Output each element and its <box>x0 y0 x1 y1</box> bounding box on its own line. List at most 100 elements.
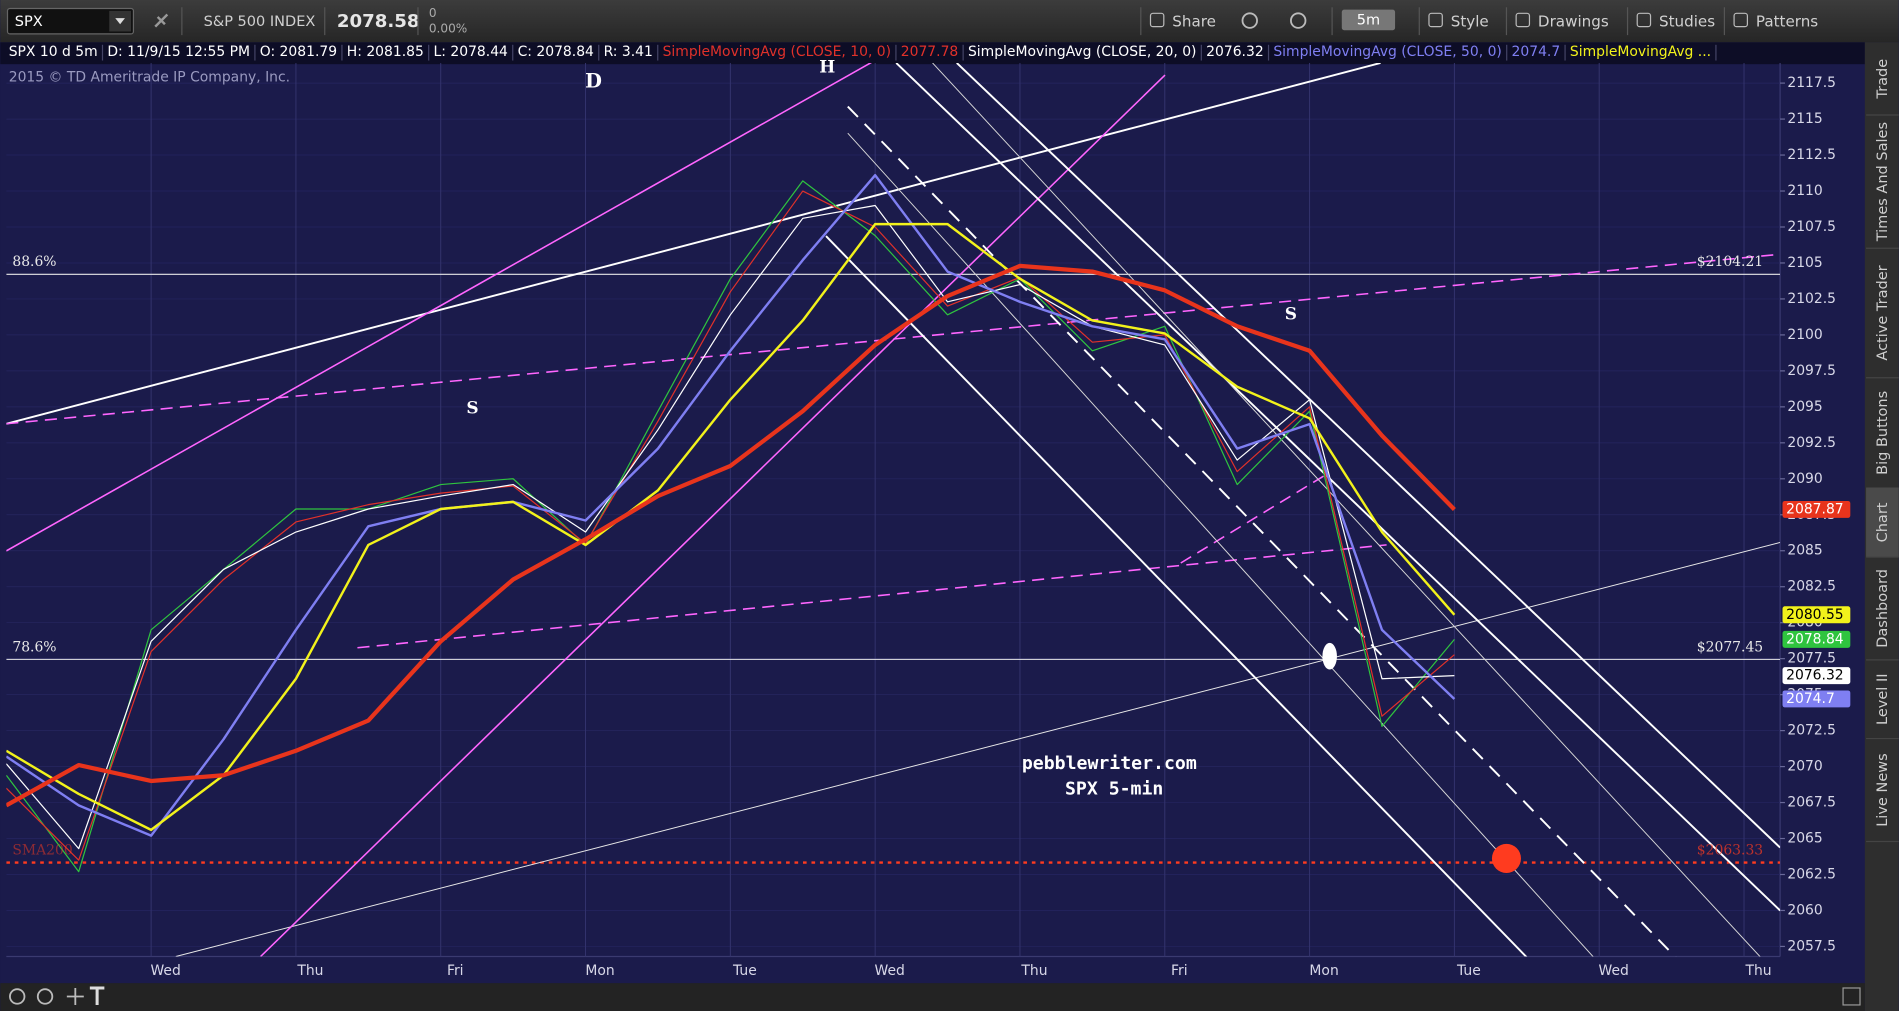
pct-change: 0.00% <box>429 22 467 36</box>
series-line <box>6 204 1455 850</box>
x-tick-label: Tue <box>1456 963 1481 979</box>
trendline <box>175 541 1781 957</box>
y-tick-label: 2077.5 <box>1787 651 1836 667</box>
y-tick-label: 2060 <box>1787 902 1822 918</box>
y-tick-label: 2107.5 <box>1787 219 1836 235</box>
sidebar-tab[interactable]: Big Buttons <box>1875 391 1891 475</box>
legend-entry: SimpleMovingAvg ... <box>1570 44 1711 60</box>
toolbar-button[interactable]: Studies <box>1659 12 1715 30</box>
toolbar-icon[interactable] <box>1515 12 1531 28</box>
crosshair-icon[interactable] <box>66 987 84 1005</box>
tab-active <box>1866 487 1899 557</box>
price-badge-label: 2074.7 <box>1786 691 1835 707</box>
y-tick-label: 2072.5 <box>1787 723 1836 739</box>
annotation: S <box>1285 303 1297 323</box>
toolbar-button[interactable]: Share <box>1172 12 1216 30</box>
sidebar-tab[interactable]: Chart <box>1875 502 1891 542</box>
x-tick-label: Thu <box>1020 963 1047 979</box>
symbol-text: SPX <box>15 14 43 30</box>
level-value-label: $2063.33 <box>1697 842 1763 858</box>
y-tick-label: 2097.5 <box>1787 363 1836 379</box>
level-value-label: $2077.45 <box>1697 639 1763 655</box>
description: S&P 500 INDEX <box>204 14 316 30</box>
y-tick-label: 2100 <box>1787 327 1822 343</box>
sidebar-tab[interactable]: Times And Sales <box>1875 122 1891 242</box>
target-marker <box>1491 843 1521 873</box>
chart-background <box>0 42 1865 984</box>
x-tick-label: Mon <box>1309 963 1338 979</box>
zoom-out-icon[interactable] <box>9 988 26 1005</box>
x-tick-label: Wed <box>150 963 180 979</box>
price-badge <box>1782 500 1851 518</box>
price-badge <box>1782 606 1851 624</box>
text-tool-icon[interactable] <box>89 986 105 1005</box>
channel-line <box>932 62 1761 957</box>
y-tick-label: 2112.5 <box>1787 147 1836 163</box>
annotation: S <box>466 398 478 418</box>
x-tick-label: Tue <box>732 963 757 979</box>
y-tick-label: 2115 <box>1787 111 1822 127</box>
trendline <box>6 253 1781 425</box>
toolbar-icon[interactable] <box>1733 12 1749 28</box>
symbol-input[interactable] <box>6 7 135 35</box>
price-badge-label: 2076.32 <box>1786 668 1844 684</box>
level-label: SMA200 <box>12 842 72 858</box>
zoom-in-icon[interactable] <box>36 988 54 1005</box>
trendline <box>6 62 873 552</box>
last-price: 2078.58 <box>337 11 420 32</box>
settings-icon[interactable] <box>1842 987 1861 1006</box>
annotation: D <box>585 69 602 92</box>
marker-oval <box>1322 642 1337 670</box>
annotation: pebblewriter.com <box>1022 753 1197 774</box>
sidebar-tab[interactable]: Live News <box>1875 753 1891 826</box>
legend-entry: SimpleMovingAvg (CLOSE, 20, 0) <box>968 44 1196 60</box>
annotation: H <box>819 56 835 76</box>
legend-value: 2076.32 <box>1206 44 1264 60</box>
series-line <box>6 190 1455 861</box>
x-tick-label: Thu <box>296 963 323 979</box>
study-header-bar <box>0 42 1865 65</box>
toolbar-icon[interactable] <box>1149 12 1165 28</box>
ohlc-value: R: 3.41 <box>604 44 653 60</box>
toolbar-icon[interactable] <box>1241 12 1258 29</box>
copyright: 2015 © TD Ameritrade IP Company, Inc. <box>9 69 290 85</box>
x-tick-label: Wed <box>875 963 905 979</box>
channel-line <box>847 132 1594 957</box>
y-tick-label: 2065 <box>1787 831 1822 847</box>
toolbar-icon[interactable] <box>1290 12 1307 29</box>
timeframe-label[interactable]: 5m <box>1357 13 1380 29</box>
toolbar-icon[interactable] <box>1428 12 1443 28</box>
channel-line <box>895 62 1781 912</box>
study-date: D: 11/9/15 12:55 PM <box>107 44 250 60</box>
x-tick-label: Fri <box>1171 963 1188 979</box>
series-line <box>6 263 1456 808</box>
x-tick-label: Wed <box>1599 963 1629 979</box>
y-tick-label: 2092.5 <box>1787 435 1836 451</box>
legend-value: 2074.7 <box>1512 44 1561 60</box>
level-label: 78.6% <box>12 639 56 655</box>
toolbar-button[interactable]: Drawings <box>1538 12 1609 30</box>
price-badge <box>1782 667 1851 685</box>
toolbar-icon[interactable] <box>1636 12 1652 28</box>
x-tick-label: Mon <box>585 963 614 979</box>
series-line <box>6 180 1455 873</box>
channel-line <box>956 62 1781 849</box>
ohlc-value: H: 2081.85 <box>347 44 424 60</box>
drawings <box>6 62 1781 957</box>
price-badge-label: 2080.55 <box>1786 607 1844 623</box>
sidebar-tab[interactable]: Level II <box>1875 673 1891 725</box>
timeframe-button[interactable] <box>1341 9 1396 31</box>
legend-value: 2077.78 <box>901 44 959 60</box>
sidebar-tab[interactable]: Trade <box>1875 59 1891 100</box>
annotation: SPX 5-min <box>1065 778 1163 799</box>
toolbar-button[interactable]: Style <box>1451 12 1489 30</box>
ohlc-value: O: 2081.79 <box>260 44 337 60</box>
sidebar-tab[interactable]: Active Trader <box>1875 265 1891 360</box>
level-value-label: $2104.21 <box>1697 254 1763 270</box>
y-tick-label: 2102.5 <box>1787 291 1836 307</box>
toolbar-button[interactable]: Patterns <box>1756 12 1818 30</box>
dropdown-arrow <box>115 18 125 25</box>
sidebar-tab[interactable]: Dashboard <box>1875 569 1891 648</box>
link-icon[interactable] <box>154 13 169 28</box>
